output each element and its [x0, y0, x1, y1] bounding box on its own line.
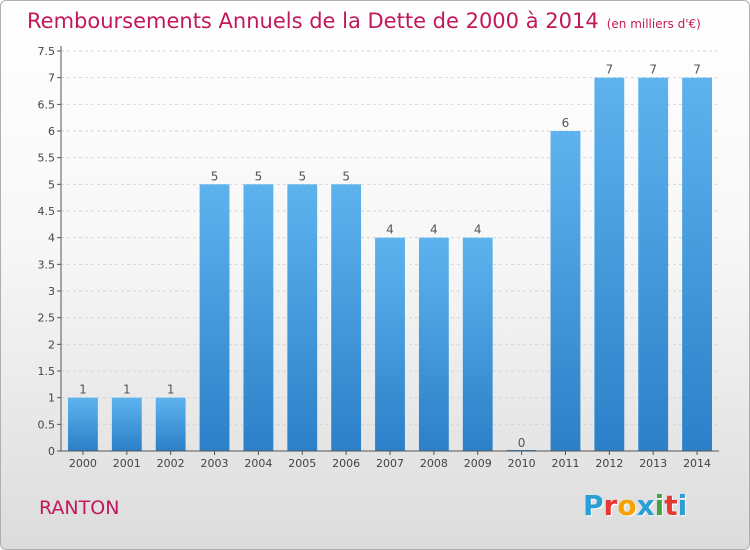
bar-2013	[638, 77, 669, 452]
bar-2014	[682, 77, 712, 452]
data-label-2012: 7	[606, 63, 614, 77]
data-label-2009: 4	[474, 223, 482, 237]
bar-2011	[550, 131, 581, 451]
data-label-2013: 7	[649, 63, 657, 77]
x-tick-label-2005: 2005	[288, 457, 316, 470]
y-tick-label: 5.5	[38, 152, 56, 165]
logo-letter: i	[654, 489, 665, 522]
x-tick-label-2008: 2008	[420, 457, 448, 470]
x-tick-label-2013: 2013	[639, 457, 667, 470]
y-tick-label: 3	[48, 285, 55, 298]
data-label-2004: 5	[255, 169, 263, 183]
logo-letter: r	[603, 489, 618, 522]
y-tick-label: 0	[48, 445, 55, 458]
bars: 1 1 1 5 5 5 5 4 4 4 0 6 7 7 7	[68, 63, 712, 452]
y-tick-label: 1.5	[38, 365, 56, 378]
data-label-2006: 5	[342, 169, 350, 183]
y-tick-label: 1	[48, 392, 55, 405]
x-tick-label-2003: 2003	[201, 457, 229, 470]
bar-2002	[155, 397, 186, 451]
y-tick-label: 7.5	[38, 45, 56, 58]
bar-2012	[594, 77, 625, 452]
y-tick-label: 6	[48, 125, 55, 138]
chart-title-text: Remboursements Annuels de la Dette de 20…	[27, 9, 599, 33]
chart-title: Remboursements Annuels de la Dette de 20…	[27, 9, 701, 33]
data-label-2014: 7	[693, 63, 701, 77]
logo-letter: t	[664, 489, 678, 522]
y-tick-label: 0.5	[38, 418, 56, 431]
x-tick-label-2010: 2010	[508, 457, 536, 470]
x-tick-label-2004: 2004	[244, 457, 272, 470]
bar-2006	[331, 184, 362, 452]
x-tick-label-2007: 2007	[376, 457, 404, 470]
y-tick-label: 2	[48, 338, 55, 351]
data-label-2001: 1	[123, 383, 131, 397]
data-label-2005: 5	[298, 169, 306, 183]
x-tick-label-2011: 2011	[551, 457, 579, 470]
x-tick-label-2006: 2006	[332, 457, 360, 470]
bar-2009	[462, 237, 493, 451]
y-tick-label: 4.5	[38, 205, 56, 218]
data-label-2003: 5	[211, 169, 219, 183]
data-label-2007: 4	[386, 223, 394, 237]
bar-2005	[287, 184, 318, 452]
y-tick-label: 6.5	[38, 98, 56, 111]
bar-2003	[199, 184, 230, 452]
bar-2007	[375, 237, 405, 451]
logo-letter: o	[617, 489, 637, 522]
x-tick-label-2001: 2001	[113, 457, 141, 470]
x-tick-label-2012: 2012	[595, 457, 623, 470]
data-label-2011: 6	[562, 116, 570, 130]
bar-2004	[243, 184, 274, 452]
bar-2008	[418, 237, 449, 451]
proxiti-logo: Proxiti	[583, 489, 687, 522]
data-label-2002: 1	[167, 383, 175, 397]
y-tick-label: 5	[48, 178, 55, 191]
y-tick-label: 7	[48, 72, 55, 85]
bar-2000	[68, 397, 98, 451]
x-tick-label-2014: 2014	[683, 457, 711, 470]
data-label-2010: 0	[518, 436, 526, 450]
x-tick-label-2000: 2000	[69, 457, 97, 470]
y-tick-label: 4	[48, 232, 55, 245]
x-tick-label-2009: 2009	[464, 457, 492, 470]
logo-letter: x	[636, 489, 655, 522]
y-tick-label: 2.5	[38, 312, 56, 325]
data-label-2000: 1	[79, 383, 87, 397]
chart-unit: (en milliers d'€)	[606, 17, 701, 31]
commune-name: RANTON	[39, 497, 120, 519]
x-tick-label-2002: 2002	[157, 457, 185, 470]
y-tick-label: 3.5	[38, 258, 56, 271]
data-label-2008: 4	[430, 223, 438, 237]
logo-letter: i	[677, 489, 688, 522]
axes: 0 0.5 1 1.5 2 2.5 3 3.5 4 4.5 5 5.5 6 6.5 7 7.5 2000 2001…	[38, 45, 719, 470]
logo-letter: P	[583, 489, 604, 522]
bar-2001	[111, 397, 142, 451]
